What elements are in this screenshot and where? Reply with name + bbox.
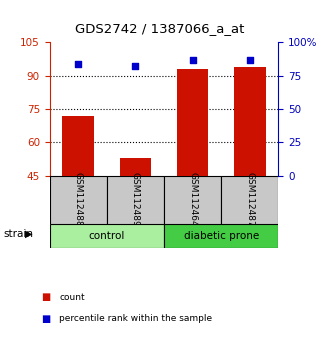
Point [190,57,195,63]
Text: ■: ■ [42,314,51,324]
Text: ▶: ▶ [25,229,33,239]
Text: GSM112487: GSM112487 [245,172,254,227]
Bar [50,224,164,248]
Text: percentile rank within the sample: percentile rank within the sample [59,314,212,323]
Bar [234,67,266,176]
Text: strain: strain [3,229,33,239]
Bar [164,224,278,248]
Text: diabetic prone: diabetic prone [184,231,259,241]
Bar [107,176,164,224]
Point [247,57,252,63]
Bar [164,176,221,224]
Text: ■: ■ [42,292,51,302]
Bar [177,69,208,176]
Bar [50,176,107,224]
Text: GDS2742 / 1387066_a_at: GDS2742 / 1387066_a_at [75,22,245,35]
Text: count: count [59,293,85,302]
Bar [62,116,94,176]
Point [133,64,138,69]
Text: GSM112464: GSM112464 [188,172,197,227]
Text: GSM112488: GSM112488 [74,172,83,227]
Bar [120,158,151,176]
Bar [221,176,278,224]
Text: GSM112489: GSM112489 [131,172,140,227]
Text: control: control [89,231,125,241]
Point [76,61,81,67]
